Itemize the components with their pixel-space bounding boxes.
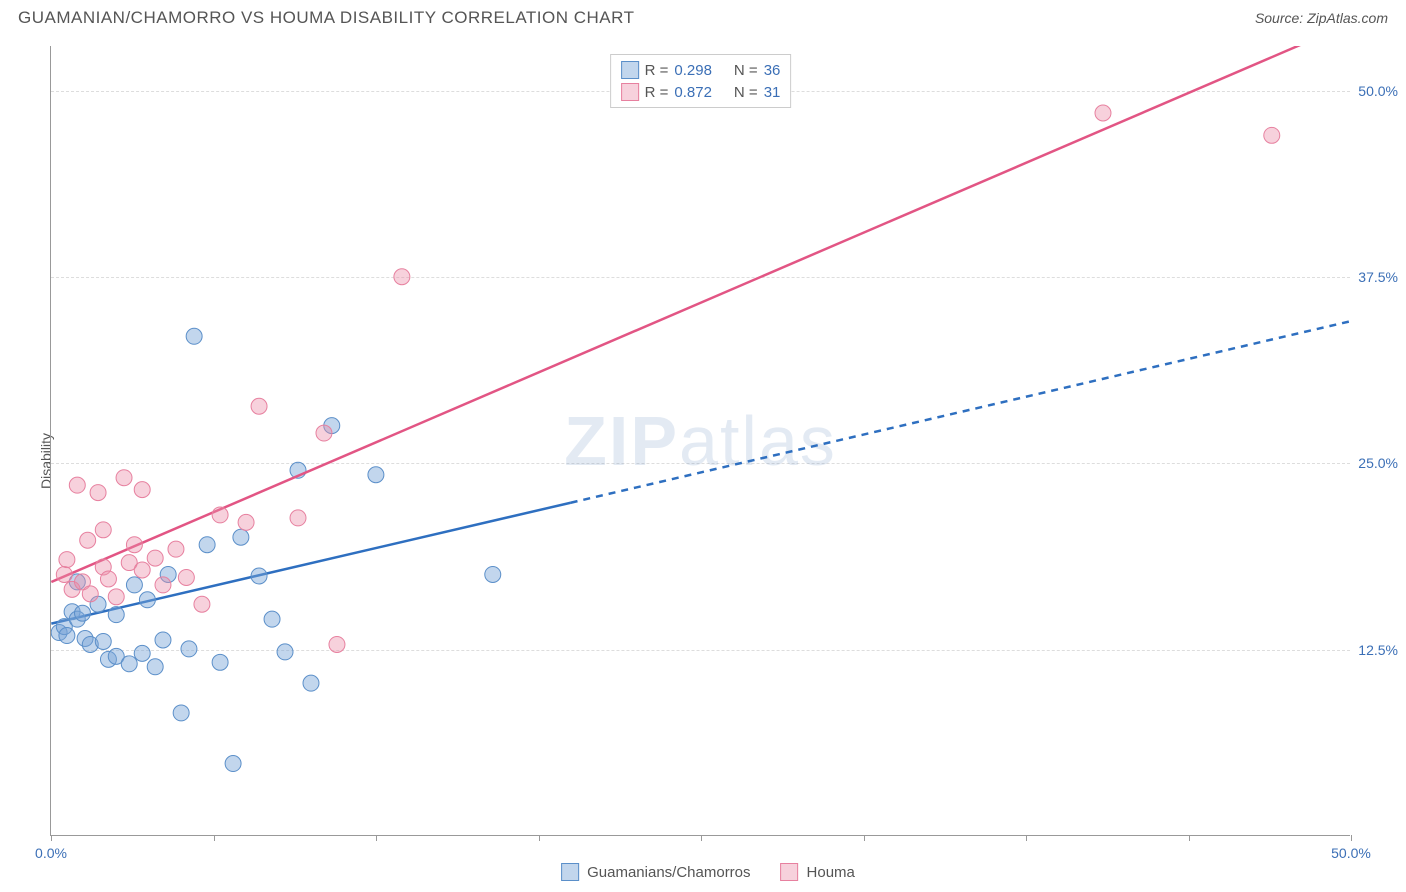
data-point-houma [126,537,142,553]
data-point-houma [394,269,410,285]
swatch-guamanian [621,61,639,79]
data-point-guamanian [134,645,150,661]
data-point-houma [1264,127,1280,143]
data-point-houma [238,514,254,530]
data-point-guamanian [368,467,384,483]
data-point-guamanian [139,592,155,608]
y-tick-label: 37.5% [1358,269,1398,285]
data-point-guamanian [59,628,75,644]
legend-item-guamanian: Guamanians/Chamorros [561,863,750,881]
data-point-houma [147,550,163,566]
x-tick [864,835,865,841]
data-point-houma [56,566,72,582]
x-tick [376,835,377,841]
data-point-guamanian [303,675,319,691]
source-prefix: Source: [1255,10,1307,26]
x-tick [214,835,215,841]
chart-container: Disability ZIPatlas R = 0.298 N = 36 R =… [18,38,1398,883]
data-point-guamanian [485,566,501,582]
data-point-houma [168,541,184,557]
source-attribution: Source: ZipAtlas.com [1255,10,1388,26]
chart-title: GUAMANIAN/CHAMORRO VS HOUMA DISABILITY C… [18,8,634,28]
x-tick [1351,835,1352,841]
data-point-houma [134,482,150,498]
legend-item-houma: Houma [781,863,855,881]
x-tick [51,835,52,841]
data-point-guamanian [181,641,197,657]
swatch-houma [621,83,639,101]
data-point-houma [134,562,150,578]
data-point-houma [95,522,111,538]
correlation-legend: R = 0.298 N = 36 R = 0.872 N = 31 [610,54,792,108]
x-tick [1189,835,1190,841]
y-tick-label: 50.0% [1358,83,1398,99]
data-point-guamanian [251,568,267,584]
r-value-guamanian: 0.298 [674,62,712,79]
r-value-houma: 0.872 [674,84,712,101]
x-tick [539,835,540,841]
data-point-houma [82,586,98,602]
y-tick-label: 25.0% [1358,455,1398,471]
plot-svg [51,46,1350,835]
data-point-guamanian [147,659,163,675]
legend-label-houma: Houma [807,864,855,881]
data-point-houma [59,552,75,568]
data-point-houma [290,510,306,526]
data-point-guamanian [95,633,111,649]
data-point-houma [251,398,267,414]
x-tick-label: 0.0% [35,845,67,861]
r-label: R = [645,62,669,79]
data-point-guamanian [121,656,137,672]
data-point-guamanian [225,756,241,772]
data-point-guamanian [155,632,171,648]
data-point-guamanian [186,328,202,344]
data-point-guamanian [264,611,280,627]
data-point-guamanian [108,607,124,623]
data-point-houma [155,577,171,593]
data-point-houma [329,636,345,652]
n-value-guamanian: 36 [764,62,781,79]
data-point-houma [212,507,228,523]
data-point-houma [1095,105,1111,121]
legend-row-houma: R = 0.872 N = 31 [621,81,781,103]
swatch-houma [781,863,799,881]
x-tick-label: 50.0% [1331,845,1371,861]
data-point-houma [116,470,132,486]
n-label: N = [734,62,758,79]
data-point-guamanian [173,705,189,721]
trend-line [51,46,1349,582]
x-tick [1026,835,1027,841]
n-label: N = [734,84,758,101]
data-point-guamanian [233,529,249,545]
legend-label-guamanian: Guamanians/Chamorros [587,864,750,881]
data-point-houma [178,569,194,585]
data-point-guamanian [199,537,215,553]
scatter-plot: ZIPatlas R = 0.298 N = 36 R = 0.872 N = … [50,46,1350,836]
data-point-guamanian [212,654,228,670]
data-point-houma [108,589,124,605]
y-tick-label: 12.5% [1358,642,1398,658]
data-point-guamanian [277,644,293,660]
x-tick [701,835,702,841]
r-label: R = [645,84,669,101]
swatch-guamanian [561,863,579,881]
data-point-houma [69,477,85,493]
series-legend: Guamanians/Chamorros Houma [561,863,855,881]
data-point-houma [90,485,106,501]
data-point-guamanian [74,605,90,621]
data-point-guamanian [126,577,142,593]
data-point-houma [194,596,210,612]
data-point-houma [100,571,116,587]
legend-row-guamanian: R = 0.298 N = 36 [621,59,781,81]
n-value-houma: 31 [764,84,781,101]
data-point-houma [80,532,96,548]
data-point-houma [316,425,332,441]
source-link[interactable]: ZipAtlas.com [1307,10,1388,26]
trend-line [571,321,1350,502]
